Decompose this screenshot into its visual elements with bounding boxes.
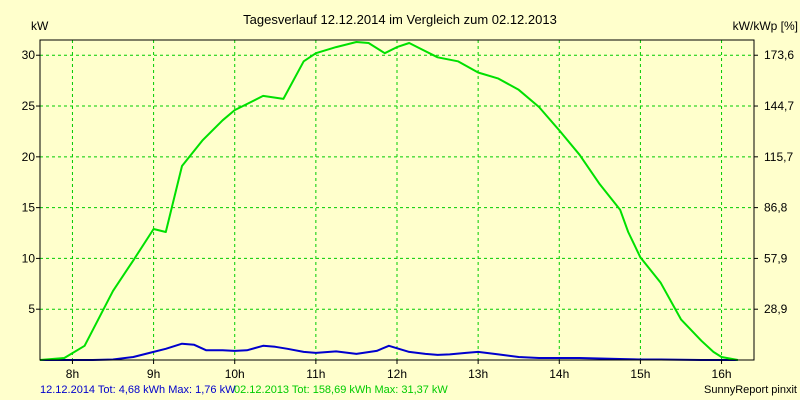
series-layer	[39, 41, 738, 361]
y-tick-label-left: 30	[22, 48, 36, 62]
credit-text: SunnyReport pinxit	[704, 384, 797, 396]
y-tick-label-right: 57,9	[764, 251, 788, 265]
y-tick-label-right: 86,8	[764, 201, 788, 215]
y-tick-label-left: 10	[22, 251, 36, 265]
x-tick-label: 16h	[712, 367, 732, 381]
x-tick-label: 13h	[468, 367, 488, 381]
series-line-12-12-2014	[40, 342, 738, 361]
x-tick-label: 14h	[549, 367, 569, 381]
y-tick-label-left: 25	[22, 99, 36, 113]
y-axis-right-label: kW/kWp [%]	[733, 19, 798, 33]
chart-title: Tagesverlauf 12.12.2014 im Vergleich zum…	[243, 12, 557, 27]
legend-2014-summary: 12.12.2014 Tot: 4,68 kWh Max: 1,76 kW	[40, 384, 236, 396]
grid-layer	[40, 40, 754, 360]
legend-2013-summary: 02.12.2013 Tot: 158,69 kWh Max: 31,37 kW	[234, 384, 448, 396]
y-tick-label-left: 5	[28, 302, 35, 316]
series-line-02-12-2013	[39, 41, 738, 361]
y-tick-label-left: 20	[22, 150, 36, 164]
tick-layer: 8h 9h 10h 11h 12h 13h 14h 15h 16h 5 10 15 20 25 30 28,9…	[22, 48, 795, 381]
x-tick-label: 8h	[66, 367, 79, 381]
y-tick-label-left: 15	[22, 201, 36, 215]
y-tick-label-right: 173,6	[764, 48, 794, 62]
x-tick-label: 10h	[225, 367, 245, 381]
y-tick-label-right: 144,7	[764, 99, 794, 113]
x-tick-label: 11h	[306, 367, 325, 381]
y-tick-label-right: 28,9	[764, 302, 788, 316]
x-tick-label: 15h	[630, 367, 650, 381]
x-tick-label: 9h	[147, 367, 160, 381]
y-tick-label-right: 115,7	[764, 150, 793, 164]
x-tick-label: 12h	[387, 367, 407, 381]
y-axis-left-label: kW	[31, 19, 49, 33]
